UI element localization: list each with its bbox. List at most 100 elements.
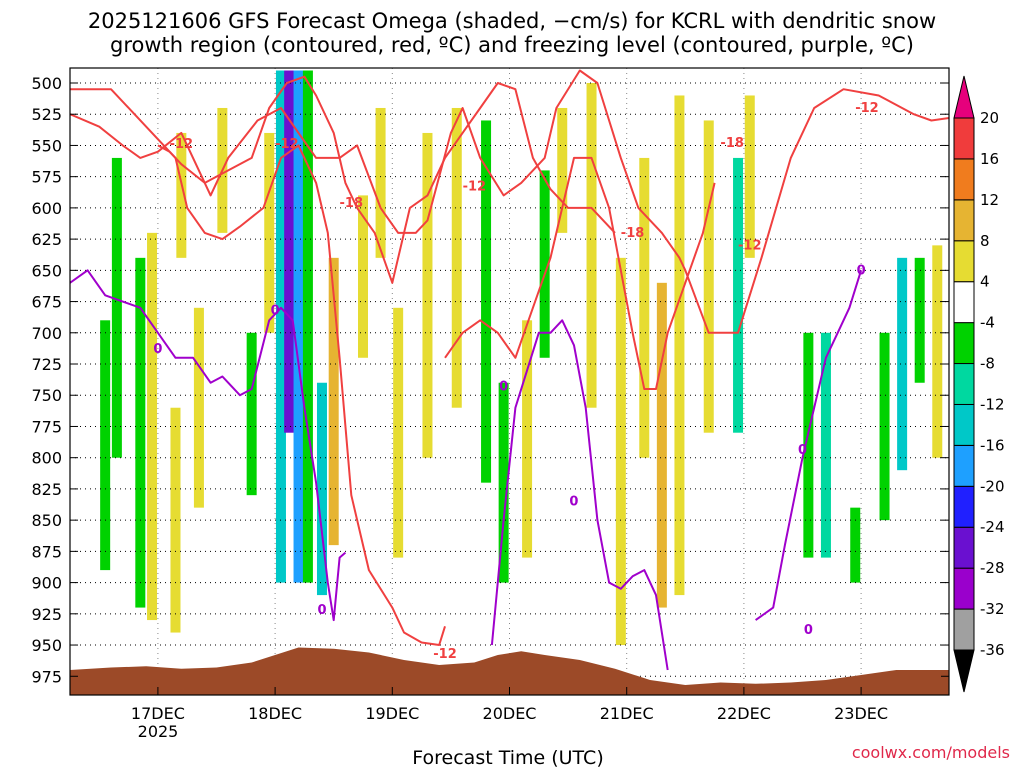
- x-tick-label-5: 22DEC: [717, 704, 771, 723]
- plot-background: [70, 68, 949, 695]
- contour-label-13: 0: [569, 494, 578, 509]
- y-tick-label-15: 875: [31, 542, 62, 561]
- colorbar-label-10: 8: [980, 232, 990, 250]
- omega-column-19: [422, 132, 433, 458]
- omega-column-11: [284, 70, 295, 433]
- x-tick-label-2: 19DEC: [365, 704, 419, 723]
- omega-column-1: [111, 157, 122, 458]
- omega-column-26: [586, 82, 597, 408]
- omega-column-38: [897, 257, 908, 471]
- colorbar-label-3: -24: [980, 518, 1005, 536]
- contour-label-1: -12: [275, 137, 299, 152]
- colorbar-bin-3: [953, 485, 975, 528]
- y-tick-label-13: 825: [31, 480, 62, 499]
- omega-column-24: [539, 170, 550, 358]
- y-tick-label-16: 900: [31, 574, 62, 593]
- omega-column-36: [850, 507, 861, 583]
- omega-column-40: [932, 245, 943, 458]
- omega-column-2: [135, 257, 146, 608]
- y-tick-label-2: 550: [31, 136, 62, 155]
- chart-title-line-1: 2025121606 GFS Forecast Omega (shaded, −…: [88, 9, 936, 33]
- y-tick-label-14: 850: [31, 511, 62, 530]
- omega-column-25: [557, 107, 568, 233]
- colorbar-bin-1: [953, 567, 975, 610]
- omega-column-8: [246, 332, 257, 496]
- omega-column-27: [615, 257, 626, 646]
- omega-column-17: [375, 107, 386, 258]
- omega-column-16: [358, 195, 368, 358]
- omega-column-23: [522, 320, 533, 558]
- omega-column-39: [914, 257, 925, 383]
- y-tick-label-12: 800: [31, 449, 62, 468]
- omega-column-20: [451, 107, 462, 408]
- omega-column-12: [293, 70, 304, 583]
- contour-label-16: 0: [857, 263, 866, 278]
- contour-line-4: [70, 269, 347, 622]
- omega-column-34: [803, 332, 814, 558]
- omega-column-13: [302, 70, 313, 583]
- colorbar: -36 -32 -28 -24 -20 -16 -12 -8 -4 4 8 12 16 20: [953, 75, 1005, 693]
- omega-column-0: [100, 320, 111, 571]
- y-axis: 500 525 550 575 600 625 650 675 700 725 750 775 800 8…: [31, 74, 949, 686]
- colorbar-label-13: 20: [980, 109, 999, 127]
- colorbar-label-4: -20: [980, 477, 1005, 495]
- contour-label-3: -12: [463, 180, 487, 195]
- y-tick-label-4: 600: [31, 199, 62, 218]
- omega-column-28: [639, 157, 650, 458]
- omega-column-10: [275, 70, 286, 583]
- contour-label-6: -12: [738, 238, 762, 253]
- contour-label-2: -18: [340, 196, 364, 211]
- y-tick-label-3: 575: [31, 168, 62, 187]
- colorbar-bin-7: [953, 322, 975, 365]
- omega-column-29: [656, 282, 667, 608]
- colorbar-bin-2: [953, 526, 975, 569]
- contour-line-0: [70, 69, 949, 334]
- omega-column-18: [393, 307, 404, 558]
- colorbar-label-0: -36: [980, 641, 1005, 659]
- colorbar-bin-4: [953, 444, 975, 487]
- y-tick-label-8: 700: [31, 324, 62, 343]
- terrain-fill: [70, 647, 949, 695]
- omega-column-32: [733, 157, 744, 433]
- x-tick-label-0: 17DEC: [131, 704, 185, 723]
- y-tick-label-11: 775: [31, 417, 62, 436]
- colorbar-label-9: 4: [980, 273, 990, 291]
- contour-label-7: -12: [855, 101, 879, 116]
- colorbar-bin-11: [953, 158, 975, 201]
- contour-line-5: [490, 319, 669, 671]
- colorbar-label-8: -4: [980, 314, 995, 332]
- omega-column-5: [176, 132, 187, 258]
- y-tick-label-6: 650: [31, 261, 62, 280]
- y-tick-label-0: 500: [31, 74, 62, 93]
- omega-column-35: [820, 332, 831, 558]
- plot-area: -12 -12 -18 -12 -18 -18 -12 -12 -12 0 0 0 0 0 0 0 0: [70, 68, 949, 695]
- y-tick-label-10: 750: [31, 386, 62, 405]
- colorbar-label-7: -8: [980, 355, 995, 373]
- y-tick-label-18: 950: [31, 636, 62, 655]
- contour-label-10: 0: [271, 303, 280, 318]
- contour-label-4: -18: [621, 226, 645, 241]
- chart-title-line-2: growth region (contoured, red, ºC) and f…: [110, 33, 914, 57]
- omega-column-14: [316, 382, 327, 596]
- y-tick-label-19: 975: [31, 667, 62, 686]
- omega-column-31: [703, 120, 714, 433]
- contour-line-3: [444, 156, 716, 390]
- y-tick-label-7: 675: [31, 293, 62, 312]
- omega-column-3: [147, 232, 158, 621]
- colorbar-bottom-triangle: [953, 649, 975, 693]
- omega-column-30: [674, 95, 685, 596]
- colorbar-label-2: -28: [980, 559, 1005, 577]
- omega-column-6: [193, 307, 204, 508]
- colorbar-bin-5: [953, 403, 975, 446]
- contour-label-0: -12: [170, 137, 194, 152]
- omega-column-22: [498, 382, 509, 583]
- contour-label-11: 0: [317, 603, 326, 618]
- y-tick-label-17: 925: [31, 605, 62, 624]
- contour-label-8: -12: [433, 647, 457, 662]
- y-tick-label-9: 725: [31, 355, 62, 374]
- contour-label-12: 0: [499, 379, 508, 394]
- contour-label-5: -18: [720, 136, 744, 151]
- contour-labels: -12 -12 -18 -12 -18 -18 -12 -12 -12 0 0 0 0 0 0 0 0: [153, 101, 878, 662]
- colorbar-bin-9: [953, 240, 975, 283]
